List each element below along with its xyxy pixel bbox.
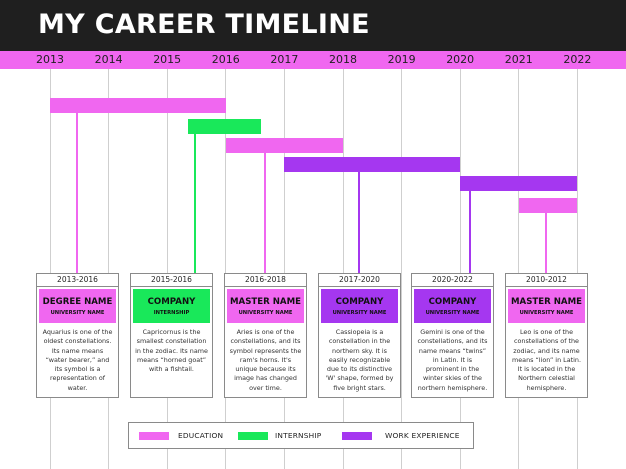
card-header: MASTER NAME UNIVERSITY NAME bbox=[508, 289, 585, 323]
card-header: COMPANY UNIVERSITY NAME bbox=[321, 289, 398, 323]
card-title: COMPANY bbox=[335, 296, 384, 307]
timeline-bar-work bbox=[460, 176, 578, 191]
timeline-connector bbox=[76, 113, 78, 273]
timeline-card: 2015-2016 COMPANY INTERNSHIP Capricornus is… bbox=[130, 273, 213, 398]
card-description: Capricornus is the smallest constellatio… bbox=[135, 328, 208, 374]
legend-swatch-education bbox=[139, 432, 169, 440]
timeline-card: 2013-2016 DEGREE NAME UNIVERSITY NAME Aquar… bbox=[36, 273, 119, 398]
timeline-card: 2016-2018 MASTER NAME UNIVERSITY NAME Aries… bbox=[224, 273, 307, 398]
card-header: COMPANY UNIVERSITY NAME bbox=[414, 289, 491, 323]
year-label: 2017 bbox=[270, 53, 299, 66]
timeline-card: 2020-2022 COMPANY UNIVERSITY NAME Gemini is… bbox=[411, 273, 494, 398]
gridline bbox=[459, 69, 461, 469]
card-date: 2010-2012 bbox=[506, 274, 587, 287]
timeline-connector bbox=[264, 153, 266, 273]
legend-swatch-work-experience bbox=[342, 432, 372, 440]
gridline bbox=[108, 69, 110, 469]
gridline bbox=[283, 69, 285, 469]
card-title: DEGREE NAME bbox=[42, 296, 113, 307]
timeline-bar-education bbox=[518, 198, 578, 213]
card-description: Cassiopeia is a constellation in the nor… bbox=[325, 328, 394, 392]
card-subtitle: UNIVERSITY NAME bbox=[519, 309, 574, 316]
gridline bbox=[576, 69, 578, 469]
card-date: 2020-2022 bbox=[412, 274, 493, 287]
card-subtitle: UNIVERSITY NAME bbox=[238, 309, 293, 316]
timeline-bar-education bbox=[50, 98, 226, 113]
timeline-connector bbox=[194, 134, 196, 273]
year-label: 2018 bbox=[329, 53, 357, 66]
card-header: COMPANY INTERNSHIP bbox=[133, 289, 210, 323]
card-subtitle: UNIVERSITY NAME bbox=[50, 309, 105, 316]
timeline-connector bbox=[358, 172, 360, 273]
timeline-bar-work bbox=[284, 157, 461, 172]
card-subtitle: UNIVERSITY NAME bbox=[332, 309, 387, 316]
timeline-card: 2017-2020 COMPANY UNIVERSITY NAME Cassiopei… bbox=[318, 273, 401, 398]
year-label: 2022 bbox=[563, 53, 592, 66]
timeline-bar-education bbox=[225, 138, 343, 153]
gridline bbox=[49, 69, 51, 469]
year-label: 2021 bbox=[504, 53, 533, 66]
card-header: MASTER NAME UNIVERSITY NAME bbox=[227, 289, 304, 323]
year-label: 2019 bbox=[387, 53, 416, 66]
gridline bbox=[401, 69, 403, 469]
card-title: MASTER NAME bbox=[230, 296, 301, 307]
card-description: Aquarius is one of the oldest constellat… bbox=[42, 328, 113, 392]
gridline bbox=[166, 69, 168, 469]
gridline bbox=[225, 69, 227, 469]
card-subtitle: INTERNSHIP bbox=[153, 309, 190, 316]
year-axis-bar bbox=[0, 51, 626, 69]
timeline-bar-internship bbox=[187, 119, 261, 134]
card-title: COMPANY bbox=[428, 296, 477, 307]
card-header: DEGREE NAME UNIVERSITY NAME bbox=[39, 289, 116, 323]
card-date: 2017-2020 bbox=[319, 274, 400, 287]
legend-label-internship: INTERNSHIP bbox=[275, 431, 322, 440]
card-date: 2015-2016 bbox=[131, 274, 212, 287]
year-label: 2016 bbox=[211, 53, 240, 66]
gridline bbox=[342, 69, 344, 469]
year-label: 2014 bbox=[94, 53, 123, 66]
card-description: Gemini is one of the constellations, and… bbox=[417, 328, 488, 392]
legend-label-work-experience: WORK EXPERIENCE bbox=[385, 431, 460, 440]
year-label: 2020 bbox=[446, 53, 475, 66]
timeline-connector bbox=[469, 191, 471, 273]
card-title: COMPANY bbox=[147, 296, 196, 307]
legend-swatch-internship bbox=[238, 432, 268, 440]
gridline bbox=[518, 69, 520, 469]
card-subtitle: UNIVERSITY NAME bbox=[425, 309, 480, 316]
page-title: MY CAREER TIMELINE bbox=[38, 9, 370, 40]
card-date: 2016-2018 bbox=[225, 274, 306, 287]
card-description: Leo is one of the constellations of the … bbox=[512, 328, 581, 392]
card-date: 2013-2016 bbox=[37, 274, 118, 287]
year-label: 2013 bbox=[36, 53, 64, 66]
card-title: MASTER NAME bbox=[511, 296, 582, 307]
header: MY CAREER TIMELINE bbox=[0, 0, 626, 51]
year-label: 2015 bbox=[153, 53, 182, 66]
card-description: Aries is one of the constellations, and … bbox=[229, 328, 302, 392]
timeline-card: 2010-2012 MASTER NAME UNIVERSITY NAME Leo i… bbox=[505, 273, 588, 398]
timeline-connector bbox=[545, 213, 547, 273]
legend: EDUCATION INTERNSHIP WORK EXPERIENCE bbox=[128, 422, 474, 449]
legend-label-education: EDUCATION bbox=[178, 431, 224, 440]
